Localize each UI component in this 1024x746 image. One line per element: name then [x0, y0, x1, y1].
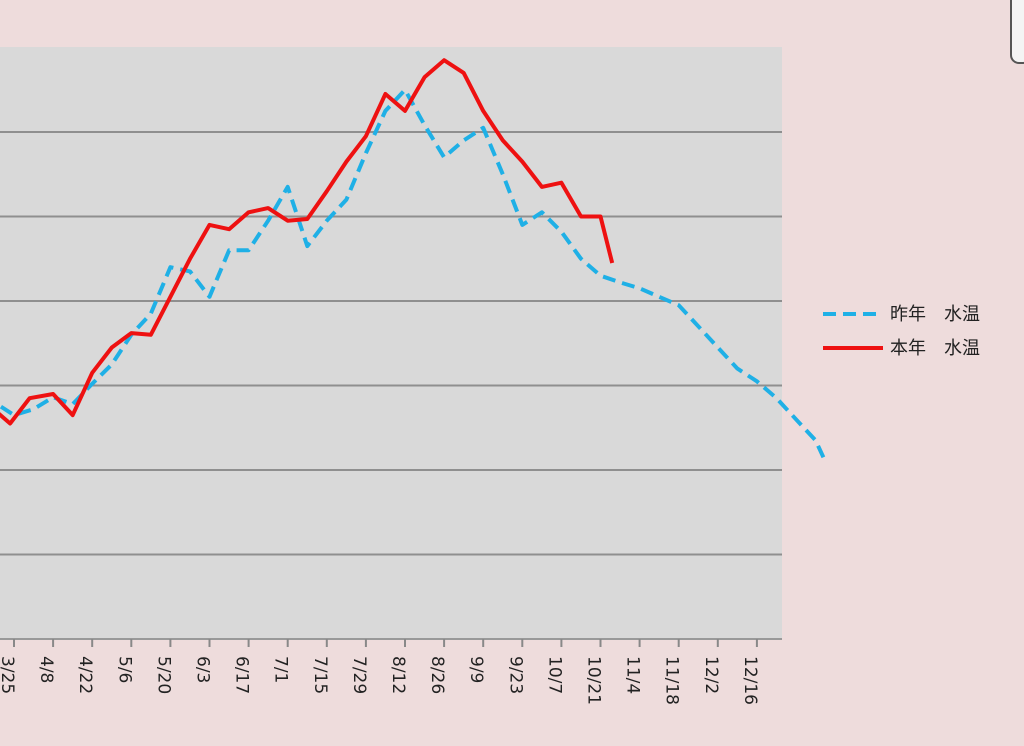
x-tick-label: 6/17	[232, 656, 252, 694]
series-lines	[0, 58, 826, 459]
x-tick-label: 4/8	[36, 656, 56, 683]
legend-label-1: 本年 水温	[890, 338, 980, 359]
x-tick-label: 9/23	[505, 656, 525, 694]
x-tick-label: 12/2	[701, 656, 721, 694]
gridlines	[0, 131, 782, 556]
x-tick-label: 3/25	[0, 656, 17, 694]
x-tick-label: 6/3	[193, 656, 213, 683]
x-tick-label: 5/20	[153, 656, 173, 694]
x-tick-label: 7/15	[310, 656, 330, 694]
x-tick-label: 10/21	[584, 656, 604, 705]
x-tick-label: 4/22	[75, 656, 95, 694]
x-tick-label: 12/16	[740, 656, 760, 705]
x-tick-label: 7/1	[271, 656, 291, 683]
x-tick-label: 7/29	[349, 656, 369, 694]
x-tick-label: 5/6	[114, 656, 134, 683]
window-scroll-edge	[1010, 0, 1024, 64]
plot-area	[0, 47, 782, 639]
series-line-1	[0, 58, 615, 426]
legend-label-0: 昨年 水温	[890, 304, 980, 325]
x-tick-label: 8/26	[427, 656, 447, 694]
x-tick-label: 8/12	[388, 656, 408, 694]
x-tick-label: 11/4	[623, 656, 643, 694]
x-tick-label: 10/7	[544, 656, 564, 694]
x-tick-label: 9/9	[466, 656, 486, 683]
x-tick-label: 11/18	[662, 656, 682, 705]
x-axis-ticks: 3/25 4/8 4/22 5/6 5/20 6/3 6/17 7/1 7/15 7/29 8/12…	[0, 639, 760, 705]
